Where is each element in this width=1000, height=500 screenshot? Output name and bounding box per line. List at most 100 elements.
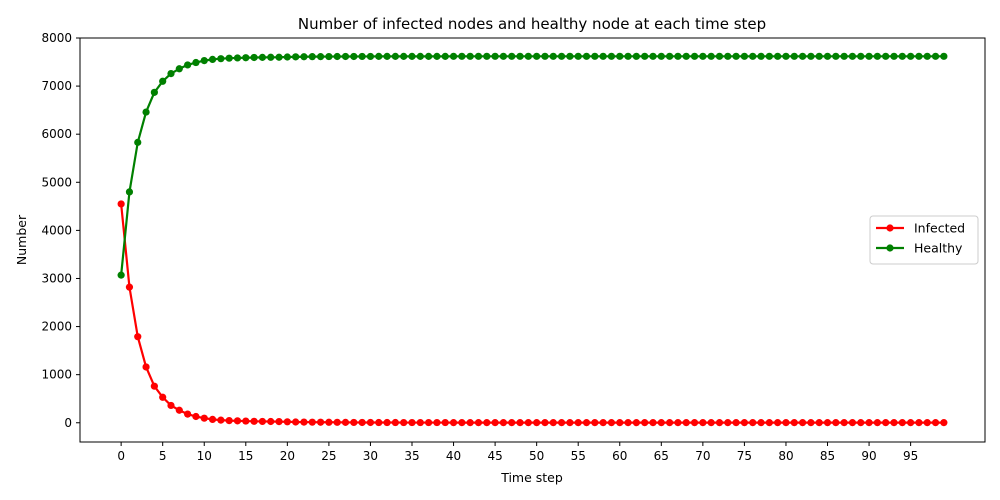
data-point-healthy [690, 52, 699, 60]
data-point-infected [873, 419, 881, 427]
x-tick-label: 50 [529, 449, 544, 463]
series-line-healthy [120, 55, 944, 276]
data-point-infected [907, 419, 915, 427]
data-point-infected [233, 417, 242, 425]
x-tick-label: 95 [903, 449, 918, 463]
data-point-healthy [907, 52, 915, 60]
data-point-healthy [383, 52, 391, 60]
data-point-infected [499, 419, 508, 427]
y-tick-label: 5000 [41, 175, 72, 189]
data-point-healthy [125, 188, 134, 196]
x-tick-label: 35 [404, 449, 419, 463]
data-point-healthy [549, 52, 557, 60]
data-point-infected [533, 419, 541, 427]
data-point-infected [217, 416, 225, 424]
data-point-healthy [316, 53, 325, 61]
data-point-healthy [740, 52, 749, 60]
data-point-infected [400, 418, 408, 427]
legend-swatch-marker [886, 244, 894, 252]
data-point-healthy [632, 52, 640, 60]
data-point-infected [790, 419, 798, 427]
data-point-infected [292, 418, 300, 426]
data-point-infected [666, 419, 674, 427]
data-point-healthy [325, 52, 333, 61]
data-point-healthy [641, 52, 649, 60]
data-point-healthy [425, 52, 433, 60]
data-point-infected [350, 418, 358, 427]
data-point-healthy [832, 52, 840, 60]
data-point-healthy [233, 54, 242, 62]
chart-title: Number of infected nodes and healthy nod… [298, 15, 766, 33]
data-point-healthy [541, 52, 549, 60]
data-point-healthy [200, 57, 208, 65]
legend-label: Healthy [914, 241, 963, 256]
data-point-infected [175, 406, 183, 414]
data-point-infected [142, 363, 150, 371]
data-point-infected [557, 419, 566, 427]
legend-swatch-marker [886, 224, 894, 232]
data-point-infected [574, 419, 582, 427]
data-point-infected [707, 419, 715, 427]
data-point-healthy [707, 52, 715, 60]
data-point-infected [699, 419, 707, 427]
data-point-infected [449, 419, 458, 427]
data-point-healthy [882, 52, 890, 60]
series-line-infected [120, 203, 944, 424]
legend-label: Infected [914, 221, 965, 236]
data-point-infected [857, 419, 865, 427]
data-point-infected [325, 418, 333, 426]
data-point-healthy [308, 53, 316, 61]
data-point-infected [832, 419, 840, 427]
data-point-infected [848, 419, 857, 427]
data-point-healthy [898, 52, 906, 60]
data-point-infected [641, 419, 649, 427]
data-point-infected [225, 416, 233, 425]
data-point-healthy [657, 52, 665, 60]
data-point-infected [383, 418, 391, 427]
data-point-healthy [159, 77, 167, 85]
data-point-healthy [350, 52, 358, 61]
data-point-infected [258, 417, 267, 426]
data-point-infected [508, 419, 516, 427]
x-tick-label: 60 [612, 449, 627, 463]
data-point-healthy [184, 61, 192, 69]
data-point-healthy [624, 52, 632, 60]
data-point-infected [416, 418, 424, 427]
data-point-healthy [175, 65, 183, 73]
data-point-healthy [582, 52, 591, 60]
data-point-infected [283, 418, 291, 426]
data-point-healthy [192, 58, 200, 67]
y-tick-label: 6000 [41, 127, 72, 141]
data-point-infected [441, 418, 449, 427]
data-point-infected [391, 418, 399, 427]
data-point-healthy [375, 52, 383, 60]
data-point-healthy [931, 52, 940, 60]
data-point-infected [375, 418, 383, 427]
data-point-healthy [848, 52, 857, 60]
data-point-healthy [790, 52, 798, 60]
data-point-healthy [366, 52, 375, 61]
data-point-healthy [449, 52, 458, 60]
data-point-infected [358, 418, 366, 427]
x-tick-label: 5 [159, 449, 167, 463]
data-point-healthy [250, 53, 258, 62]
data-point-healthy [292, 53, 300, 61]
data-point-infected [117, 200, 125, 208]
data-point-healthy [225, 54, 233, 62]
data-point-infected [366, 418, 375, 427]
data-point-infected [184, 410, 192, 418]
data-point-infected [491, 419, 499, 427]
x-tick-label: 90 [861, 449, 876, 463]
data-point-infected [275, 418, 283, 426]
data-point-infected [250, 417, 258, 425]
data-point-healthy [732, 52, 740, 60]
data-point-healthy [391, 52, 399, 60]
data-point-infected [632, 419, 640, 427]
x-tick-label: 85 [820, 449, 835, 463]
legend: Infected Healthy [869, 215, 979, 265]
data-point-healthy [333, 52, 341, 61]
data-point-infected [150, 382, 158, 390]
data-point-infected [898, 419, 906, 427]
data-point-healthy [574, 52, 582, 60]
data-point-infected [408, 418, 416, 427]
